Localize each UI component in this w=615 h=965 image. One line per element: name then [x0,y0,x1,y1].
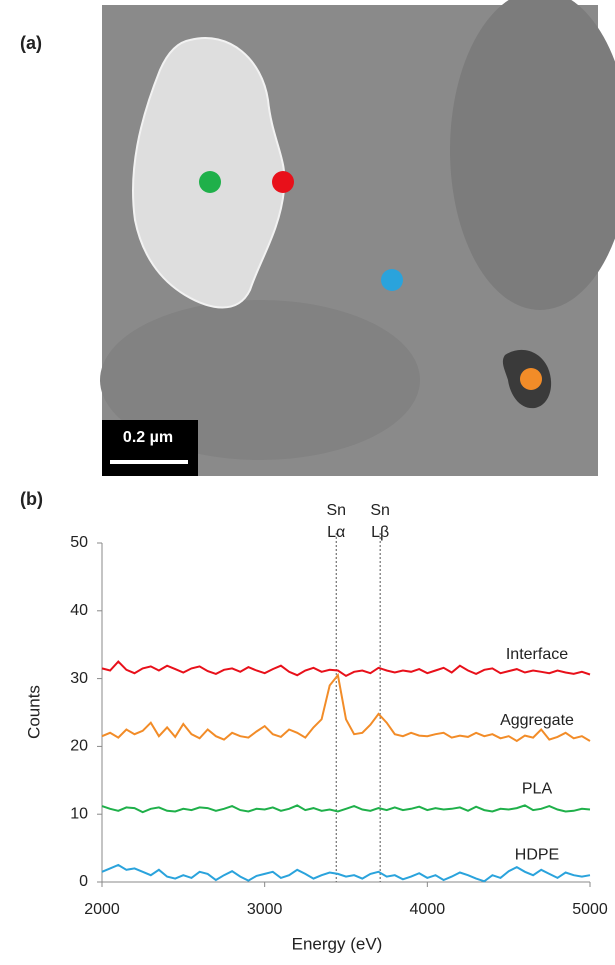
series-label: HDPE [515,846,559,863]
y-tick-label: 0 [79,873,88,890]
panel-label: (a) [20,33,42,53]
x-tick-label: 2000 [84,901,120,918]
panel-label: (b) [20,489,43,509]
y-tick-label: 40 [70,602,88,619]
series-line [101,660,591,678]
y-tick-label: 10 [70,805,88,822]
image-shade [450,0,615,310]
spot-pla [199,171,221,193]
x-tick-label: 5000 [572,901,608,918]
series-line [101,804,591,814]
annotation-label: Sn [326,502,346,519]
micrograph: 0.2 µm [100,0,615,476]
x-tick-label: 3000 [247,901,283,918]
series-line [101,672,591,743]
annotation-label: Sn [370,502,390,519]
y-tick-label: 50 [70,534,88,551]
scale-bar-label: 0.2 µm [123,429,173,446]
spot-interface [272,171,294,193]
y-axis-title: Counts [24,685,43,739]
annotation-label: Lβ [371,524,389,541]
x-tick-label: 4000 [410,901,446,918]
series-label: Aggregate [500,712,574,729]
spot-hdpe [381,269,403,291]
series-label: PLA [522,781,553,798]
y-tick-label: 20 [70,738,88,755]
y-tick-label: 30 [70,670,88,687]
series-label: Interface [506,646,568,663]
annotation-label: Lα [327,524,345,541]
spot-aggregate [520,368,542,390]
scale-bar-box [102,420,198,476]
series-line [101,863,591,883]
x-axis-title: Energy (eV) [292,934,383,953]
